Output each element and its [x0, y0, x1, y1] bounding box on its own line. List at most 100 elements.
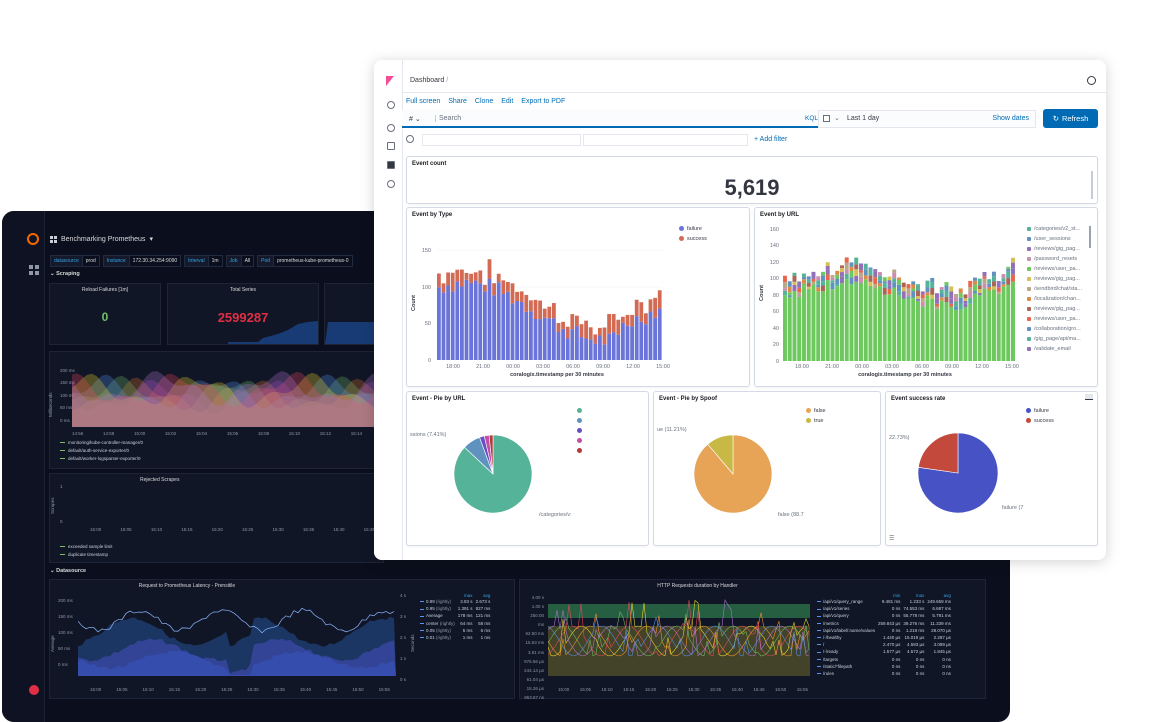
share-link[interactable]: Share	[448, 98, 467, 105]
legend-scrollbar[interactable]	[1089, 226, 1091, 248]
legend-row[interactable]: /-/ready 1.577 µs 4.572 µs 1.845 µs	[817, 649, 954, 656]
legend-row[interactable]: /api/v1/label/:name/values 0 ns 1.219 ms 28…	[817, 628, 954, 635]
help-icon[interactable]	[1087, 76, 1096, 85]
kql-toggle[interactable]: KQL	[804, 115, 818, 122]
scrollbar[interactable]	[1091, 171, 1093, 199]
legend-item[interactable]: /gig_page/api/ma...	[1027, 336, 1091, 342]
legend-row[interactable]: /metrics 259.843 µs 39.276 ms 11.339 ms	[817, 621, 954, 628]
clock-icon[interactable]	[387, 101, 395, 109]
variable-interval[interactable]: Interval 1m	[184, 255, 223, 267]
add-filter-link[interactable]: + Add filter	[754, 136, 788, 143]
legend-row[interactable]: 0.95 (rightly) 1.391 s 827 ms	[420, 606, 493, 613]
compass-icon[interactable]	[387, 124, 395, 132]
legend-item[interactable]: /password_resets	[1027, 256, 1091, 262]
legend-item[interactable]: /categories/v2_st...	[1027, 226, 1091, 232]
legend-item[interactable]: success	[679, 236, 707, 242]
legend-row[interactable]: /static/*filepath 0 ns 0 ns 0 ns	[817, 664, 954, 671]
calendar-icon[interactable]	[823, 115, 830, 122]
legend-item[interactable]: monitoring/kube-controller-manager/0	[60, 440, 143, 445]
panel-pie-by-spoof[interactable]: Event - Pie by Spoof ue (11.21%) false (…	[653, 391, 881, 546]
legend-row[interactable]: /targets 0 ns 0 ns 0 ns	[817, 657, 954, 664]
breadcrumb-item[interactable]: Dashboard	[410, 77, 445, 84]
legend-item[interactable]: exceeded sample limit	[60, 544, 113, 549]
settings-icon[interactable]	[387, 180, 395, 188]
clone-link[interactable]: Clone	[474, 98, 494, 105]
bar-failure	[556, 332, 561, 360]
y-tick: 0	[60, 519, 63, 524]
legend-item[interactable]: /reviews/user_pa...	[1027, 316, 1091, 322]
refresh-button[interactable]: ↻ Refresh	[1043, 109, 1098, 128]
search-input[interactable]: Search	[435, 115, 461, 122]
legend-item[interactable]: success	[1026, 418, 1054, 424]
legend-item[interactable]: /reviews/user_pa...	[1027, 266, 1091, 272]
legend-item[interactable]: /reviews/gig_pag...	[1027, 276, 1091, 282]
legend-row[interactable]: Average 178 ms 121 ms	[420, 613, 493, 620]
legend-row[interactable]: /-/healthy 1.440 µs 15.019 µs 2.287 µs	[817, 635, 954, 642]
panel-request-latency[interactable]: Request to Prometheus Latency - Prensiti…	[49, 579, 515, 699]
grafana-logo-icon[interactable]	[27, 233, 39, 245]
panel-event-count[interactable]: Event count 5,619	[406, 156, 1098, 204]
kibana-logo-icon[interactable]	[386, 76, 394, 86]
show-dates-link[interactable]: Show dates	[992, 115, 1029, 122]
legend-item[interactable]	[577, 408, 585, 414]
legend-item[interactable]: /user_sessions	[1027, 236, 1091, 242]
variable-datasource[interactable]: datasource prod	[50, 255, 100, 267]
legend-item[interactable]: failure	[1026, 408, 1054, 414]
legend-row[interactable]: /rules 0 ns 0 ns 0 ns	[817, 671, 954, 678]
list-icon[interactable]: ☰	[889, 536, 895, 542]
variable-job[interactable]: Job All	[225, 255, 255, 267]
export-pdf-link[interactable]: Export to PDF	[521, 98, 566, 105]
dashboards-grid-icon[interactable]	[29, 265, 39, 275]
legend-row[interactable]: 0.99 (rightly) 3.83 s 2.673 s	[420, 599, 493, 606]
legend-row[interactable]: 0.01 (rightly) 1 ms 1 ms	[420, 635, 493, 642]
legend-item[interactable]: /collaboration/gro...	[1027, 326, 1091, 332]
legend-item[interactable]: /localization/chan...	[1027, 296, 1091, 302]
panel-event-by-url[interactable]: Event by URL Count 160 140 120 100 80 60…	[754, 207, 1098, 387]
help-icon[interactable]	[29, 685, 39, 695]
filter-slot[interactable]	[583, 134, 748, 146]
legend-item[interactable]	[577, 438, 585, 444]
legend-row[interactable]: /2.470 µs 4.583 µs 3.089 µs	[817, 642, 954, 649]
row-datasource[interactable]: ⌄ Datasource	[50, 568, 87, 574]
panel-pie-by-url[interactable]: Event - Pie by URL ssions (7.41%) /categ…	[406, 391, 649, 546]
legend-row[interactable]: /api/v1/series 0 ns 74.553 ms 6.687 ms	[817, 606, 954, 613]
panel-event-by-type[interactable]: Event by Type Count 150 100 50 0 18:00 2…	[406, 207, 750, 387]
edit-link[interactable]: Edit	[501, 98, 514, 105]
panel-success-rate[interactable]: Event success rate 22.73%) failure (7 fa…	[885, 391, 1098, 546]
dashboard-icon[interactable]	[387, 161, 395, 169]
legend-item[interactable]: failure	[679, 226, 707, 232]
gear-icon[interactable]	[406, 135, 414, 143]
panel-reload-failures[interactable]: Reload Failures [1m] 0	[49, 283, 161, 345]
panel-scrape-latency[interactable]: 200 ms 150 ms 100 ms 50 ms 0 ms Millisec…	[48, 351, 384, 469]
visualize-icon[interactable]	[387, 142, 395, 150]
legend-item[interactable]: default/worker-logsparser-exporter/0	[60, 456, 143, 461]
legend-item[interactable]: true	[806, 418, 826, 424]
legend-row[interactable]: center (rightly) 64 ms 58 ms	[420, 621, 493, 628]
filter-slot[interactable]	[422, 134, 581, 146]
legend-item[interactable]	[577, 448, 585, 454]
legend-row[interactable]: /api/v1/query_range 9.481 ms 1.233 s 249.65…	[817, 599, 954, 606]
legend-item[interactable]: /reviews/gig_pag...	[1027, 306, 1091, 312]
legend-item[interactable]	[577, 428, 585, 434]
panel-rejected-scrapes[interactable]: Rejected Scrapes 1 0 Scrapes 15:00 15:05 1…	[49, 473, 384, 563]
variable-pod[interactable]: Pod prometheus-kube-prometheus-0	[257, 255, 353, 267]
legend-item[interactable]: false	[806, 408, 826, 414]
panel-total-series[interactable]: Total Series 2599287	[167, 283, 319, 345]
legend-row[interactable]: 0.05 (rightly) 5 ms 6 ms	[420, 628, 493, 635]
variable-instance[interactable]: Instance 172.30.34.254:9090	[102, 255, 182, 267]
legend-row[interactable]: /api/v1/query 0 ns 55.778 ms 5.791 ms	[817, 613, 954, 620]
bar-success	[579, 324, 584, 338]
row-scraping[interactable]: ⌄ Scraping	[50, 271, 80, 277]
legend-item[interactable]: default/auth-service-exporter/0	[60, 448, 143, 453]
legend-item[interactable]	[577, 418, 585, 424]
panel-menu-icon[interactable]	[1085, 394, 1093, 400]
date-picker[interactable]: ⌄ Last 1 day Show dates	[818, 110, 1036, 128]
saved-query-button[interactable]: # ⌄	[409, 116, 421, 123]
panel-http-duration[interactable]: HTTP Requests duration by Handler 4.00 s…	[519, 579, 986, 700]
full-screen-link[interactable]: Full screen	[406, 98, 441, 105]
legend-item[interactable]: duplicate timestamp	[60, 552, 113, 557]
legend-item[interactable]: /reviews/gig_pag...	[1027, 246, 1091, 252]
dashboard-title[interactable]: Benchmarking Prometheus ▾	[50, 235, 153, 243]
legend-item[interactable]: /sendbird/chat/sta...	[1027, 286, 1091, 292]
legend-item[interactable]: /validate_email	[1027, 346, 1091, 352]
